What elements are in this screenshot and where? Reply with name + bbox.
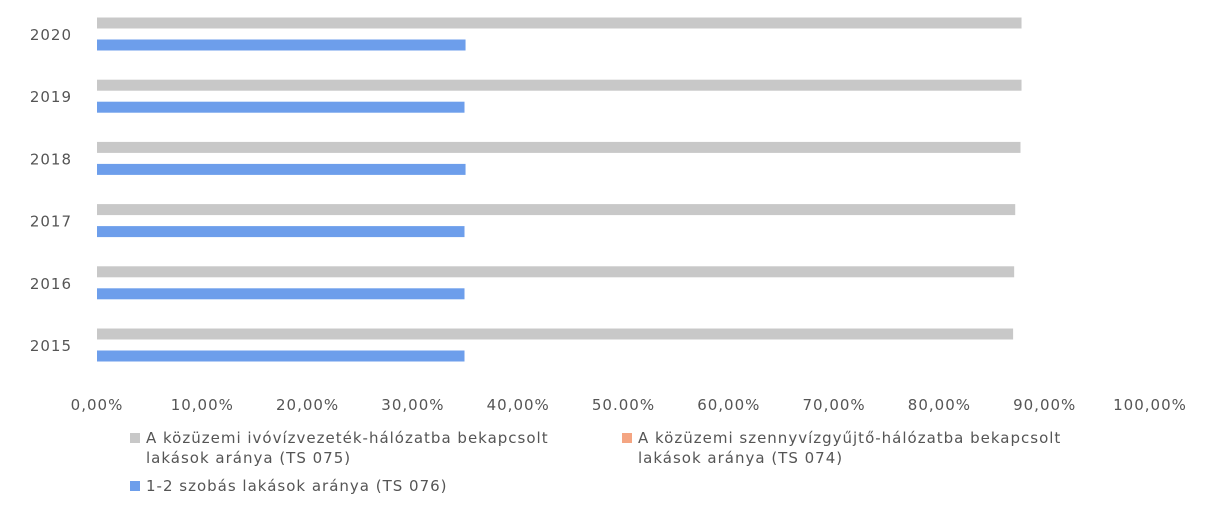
bar (97, 288, 465, 300)
y-tick-label: 2017 (30, 213, 72, 231)
x-tick-label: 30,00% (381, 396, 444, 414)
bar (97, 226, 465, 238)
x-tick-label: 50.00% (592, 396, 655, 414)
chart: 0,00% 10,00% 20,00% 30,00% 40,00% 50.00% 60,00… (30, 17, 1187, 414)
y-tick-label: 2018 (30, 150, 72, 168)
y-tick-label: 2019 (30, 88, 72, 106)
x-tick-label: 70,00% (802, 396, 865, 414)
x-tick-label: 0,00% (71, 396, 124, 414)
x-tick-label: 60,00% (697, 396, 760, 414)
legend-item: A közüzemi ivóvízvezeték-hálózatba bekap… (130, 428, 580, 468)
bar (97, 328, 1014, 340)
bar (97, 17, 1022, 29)
x-tick-label: 100,00% (1113, 396, 1187, 414)
bar (97, 141, 1021, 153)
bar (97, 266, 1015, 278)
legend-swatch (130, 481, 140, 491)
y-tick-label: 2016 (30, 275, 72, 293)
y-tick-label: 2020 (30, 26, 72, 44)
x-tick-label: 90,00% (1013, 396, 1076, 414)
x-tick-label: 80,00% (908, 396, 971, 414)
bar (97, 79, 1022, 91)
legend-item: A közüzemi szennyvízgyűjtő-hálózatba bek… (622, 428, 1102, 468)
bar (97, 39, 466, 51)
legend-item: 1-2 szobás lakások aránya (TS 076) (130, 476, 580, 496)
bar (97, 350, 465, 362)
legend-label: A közüzemi ivóvízvezeték-hálózatba bekap… (146, 429, 549, 467)
legend-swatch (130, 433, 140, 443)
x-tick-label: 10,00% (171, 396, 234, 414)
bar (97, 204, 1016, 216)
legend-label: A közüzemi szennyvízgyűjtő-hálózatba bek… (638, 429, 1062, 467)
bar (97, 163, 466, 175)
y-tick-label: 2015 (30, 337, 72, 355)
x-tick-label: 40,00% (487, 396, 550, 414)
x-tick-label: 20,00% (276, 396, 339, 414)
legend-label: 1-2 szobás lakások aránya (TS 076) (146, 477, 448, 495)
legend-swatch (622, 433, 632, 443)
bar (97, 101, 465, 113)
